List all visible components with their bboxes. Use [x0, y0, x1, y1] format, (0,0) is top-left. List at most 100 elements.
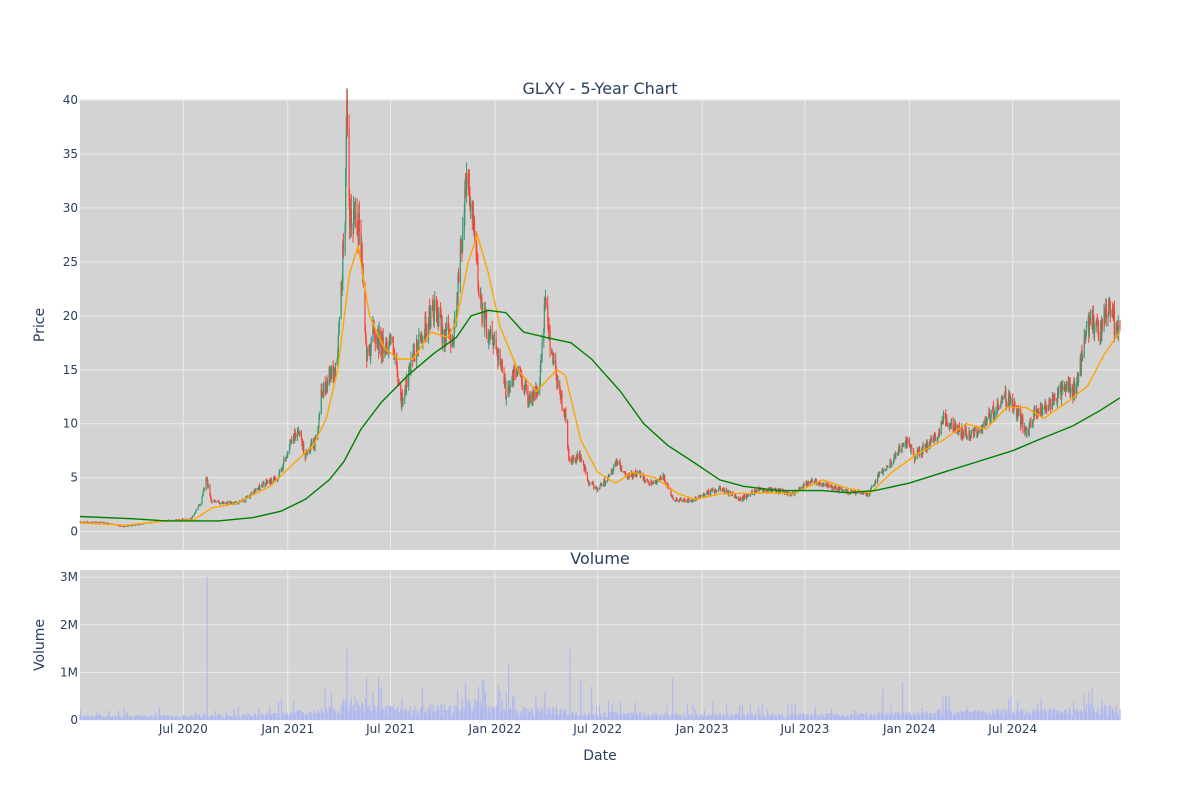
candle-body [838, 487, 840, 492]
volume-bar [485, 713, 488, 720]
candle-body [911, 446, 913, 449]
candle-body [891, 463, 893, 466]
candle-body [349, 194, 351, 226]
volume-bar [556, 709, 558, 720]
candle-body [251, 492, 253, 494]
candle-body [344, 224, 346, 253]
candle-body [851, 490, 853, 492]
volume-bar [1054, 710, 1056, 720]
candle-body [807, 481, 809, 485]
candle-body [794, 491, 796, 493]
candle-body [345, 168, 347, 225]
volume-bar [349, 701, 351, 720]
candle-body [493, 342, 495, 347]
volume-bar [560, 708, 562, 720]
candle-body [1105, 304, 1107, 319]
volume-bar [496, 706, 498, 720]
candle-body [922, 444, 925, 446]
volume-bar [660, 714, 662, 720]
date-x-tick-label: Jul 2024 [987, 722, 1037, 736]
volume-bar [749, 705, 752, 720]
volume-bar [801, 713, 803, 720]
candle-body [866, 494, 868, 496]
candle-body [527, 389, 529, 403]
volume-bar [91, 715, 94, 720]
volume-bar [401, 698, 403, 720]
candle-body [978, 430, 980, 432]
candle-body [198, 505, 200, 507]
candle-body [893, 456, 895, 463]
candle-body [819, 482, 821, 484]
candle-body [508, 385, 510, 391]
candle-body [288, 445, 291, 453]
volume-bar [275, 712, 277, 720]
candle-body [301, 438, 303, 443]
volume-bar [1008, 699, 1010, 720]
candle-body [870, 487, 872, 489]
volume-bar [725, 704, 728, 720]
candle-body [652, 482, 654, 484]
candle-body [707, 490, 709, 495]
volume-bar [529, 712, 531, 720]
price-y-tick-label: 30 [63, 201, 78, 215]
candle-body [903, 444, 905, 447]
candle-body [213, 500, 216, 502]
candle-body [190, 518, 192, 520]
candle-body [694, 500, 696, 501]
candle-body [1045, 402, 1047, 408]
candle-body [194, 513, 196, 515]
volume-bar [591, 702, 593, 720]
volume-bar [708, 716, 710, 720]
volume-bar [1073, 710, 1076, 720]
candle-body [648, 481, 650, 484]
volume-bar [251, 715, 253, 720]
volume-bar [846, 715, 848, 720]
volume-bar [1026, 711, 1028, 720]
candle-body [978, 430, 980, 433]
candle-body [823, 484, 825, 486]
candle-body [572, 455, 574, 459]
candle-body [271, 481, 273, 483]
volume-bar [748, 714, 750, 720]
volume-bar [1085, 703, 1088, 720]
volume-bar [450, 706, 452, 720]
candle-body [139, 524, 141, 526]
volume-bar [962, 712, 964, 720]
candle-body [137, 524, 140, 526]
candle-body [393, 351, 395, 355]
volume-bar [620, 717, 623, 720]
candle-body [1009, 397, 1011, 409]
volume-bar [426, 715, 428, 720]
candle-body [628, 474, 631, 477]
candle-body [843, 490, 845, 492]
candle-body [333, 367, 335, 375]
volume-bar [120, 717, 122, 720]
candle-body [573, 458, 575, 459]
volume-bar [668, 714, 670, 720]
candle-body [670, 495, 673, 497]
volume-bar [746, 713, 749, 720]
candle-body [764, 489, 766, 491]
candle-body [876, 475, 879, 482]
candle-body [381, 339, 383, 356]
candle-body [209, 484, 211, 495]
volume-bar [727, 714, 729, 720]
date-x-tick-label: Jul 2022 [572, 722, 622, 736]
candle-body [120, 526, 122, 527]
volume-bar [179, 717, 182, 720]
candle-body [718, 488, 720, 491]
candle-body [205, 478, 207, 489]
candle-body [476, 259, 478, 263]
candle-body [468, 183, 470, 186]
volume-chart-title: Volume [570, 549, 630, 568]
candle-body [1040, 403, 1042, 414]
candle-body [1049, 402, 1051, 405]
volume-bar [696, 714, 698, 720]
volume-bar [1081, 712, 1084, 720]
candle-body [98, 521, 100, 523]
candle-body [624, 472, 626, 473]
candle-body [311, 441, 313, 444]
volume-bar [640, 712, 642, 720]
volume-bar [124, 715, 126, 720]
candle-body [291, 439, 293, 441]
